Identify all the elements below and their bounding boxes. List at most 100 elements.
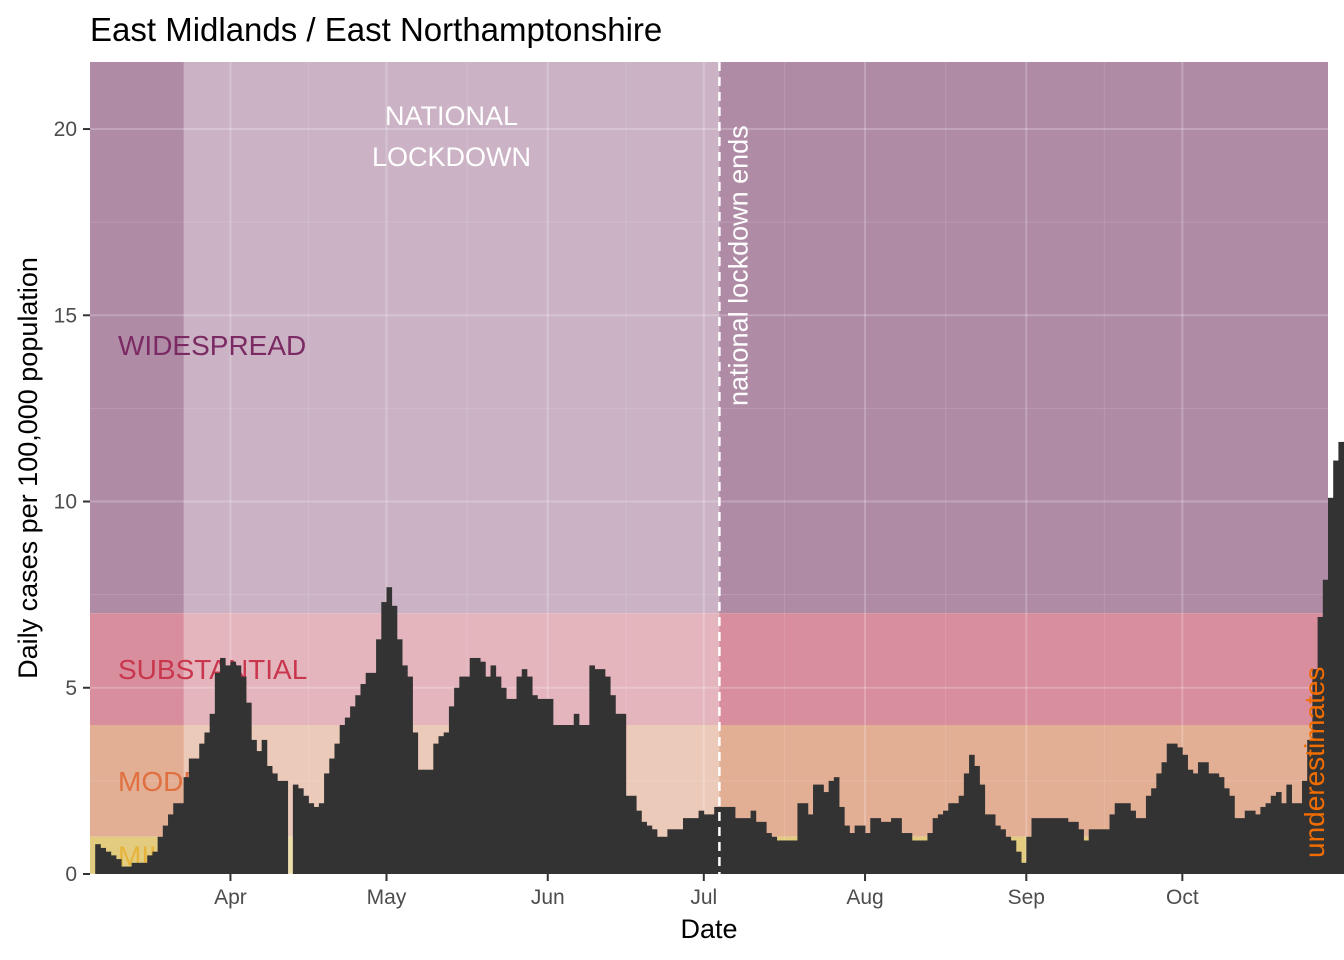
- bar: [204, 732, 211, 874]
- bar: [214, 672, 221, 874]
- bar: [1260, 806, 1266, 874]
- bar: [776, 840, 783, 874]
- bar: [1125, 803, 1131, 874]
- bar: [282, 780, 289, 874]
- bar: [735, 818, 741, 874]
- bar: [464, 676, 471, 874]
- bar: [105, 851, 112, 874]
- bar: [995, 825, 1001, 874]
- bar: [984, 814, 991, 874]
- bar: [142, 862, 148, 874]
- bar: [1301, 780, 1308, 874]
- bar: [1213, 773, 1220, 874]
- bar: [272, 773, 278, 874]
- bar: [859, 825, 866, 874]
- bar: [1312, 669, 1318, 874]
- bar: [308, 803, 315, 874]
- bar: [797, 803, 804, 874]
- bar: [173, 803, 179, 874]
- bar: [589, 665, 595, 874]
- bar: [610, 695, 616, 874]
- bar: [620, 713, 627, 874]
- bar: [339, 725, 346, 874]
- bar: [261, 739, 268, 874]
- bar: [568, 725, 575, 874]
- bar: [979, 784, 986, 874]
- bar: [1140, 818, 1147, 874]
- bar: [1067, 821, 1074, 874]
- bar: [901, 833, 908, 874]
- bar: [256, 751, 263, 874]
- bar: [381, 602, 387, 874]
- x-tick-label: Jun: [531, 886, 565, 909]
- bar: [376, 639, 382, 874]
- bar: [625, 795, 632, 874]
- bar: [480, 661, 486, 874]
- bar: [943, 810, 949, 874]
- bar: [552, 725, 559, 874]
- bar: [1229, 795, 1235, 874]
- bar: [1275, 792, 1282, 874]
- bar: [1218, 777, 1225, 874]
- bar: [636, 810, 642, 874]
- bar: [402, 665, 408, 874]
- bar: [433, 743, 439, 874]
- bar: [875, 818, 882, 874]
- bar: [485, 676, 491, 874]
- bar: [558, 725, 564, 874]
- bar: [230, 661, 237, 874]
- bar: [370, 672, 377, 874]
- band-label-widespread: WIDESPREAD: [118, 330, 306, 361]
- bar: [168, 814, 174, 874]
- bar: [459, 676, 465, 874]
- bar: [865, 833, 871, 874]
- bar: [891, 818, 897, 874]
- y-axis-title: Daily cases per 100,000 population: [13, 257, 43, 679]
- bar: [1099, 829, 1105, 874]
- bar: [1208, 773, 1214, 874]
- bar: [1052, 818, 1058, 874]
- bar: [298, 788, 304, 874]
- bar: [412, 732, 419, 874]
- bar: [937, 814, 944, 874]
- bar: [100, 847, 107, 874]
- bar: [1265, 803, 1272, 874]
- bar: [578, 725, 585, 874]
- bar: [1093, 829, 1100, 874]
- bar: [126, 866, 133, 874]
- bar: [1021, 862, 1027, 874]
- bar: [277, 780, 283, 874]
- bar: [599, 669, 606, 874]
- bar: [1182, 754, 1188, 874]
- bar: [131, 862, 138, 874]
- bar: [989, 814, 996, 874]
- bar: [729, 806, 736, 874]
- bar: [974, 765, 980, 874]
- x-tick-label: Aug: [846, 886, 883, 909]
- bar: [235, 665, 242, 874]
- bar: [651, 829, 658, 874]
- bar: [662, 836, 668, 874]
- bar: [828, 780, 835, 874]
- bar: [641, 821, 647, 874]
- y-axis: 0 5 10 15 20: [54, 118, 90, 886]
- bar: [474, 657, 481, 874]
- bar: [1192, 773, 1199, 874]
- bar: [1145, 795, 1152, 874]
- bar: [1161, 762, 1168, 874]
- bar: [188, 758, 195, 874]
- bar: [802, 803, 809, 874]
- bar: [1328, 497, 1334, 874]
- bar: [318, 803, 325, 874]
- bar: [615, 713, 621, 874]
- bar: [1010, 840, 1017, 874]
- bar: [1031, 818, 1038, 874]
- bar: [183, 777, 190, 874]
- x-tick-label: May: [367, 886, 407, 909]
- bar: [1005, 836, 1012, 874]
- bar: [547, 698, 554, 874]
- bar: [1047, 818, 1053, 874]
- band-label-substantial: SUBSTANTIAL: [118, 654, 307, 685]
- bar: [178, 803, 185, 874]
